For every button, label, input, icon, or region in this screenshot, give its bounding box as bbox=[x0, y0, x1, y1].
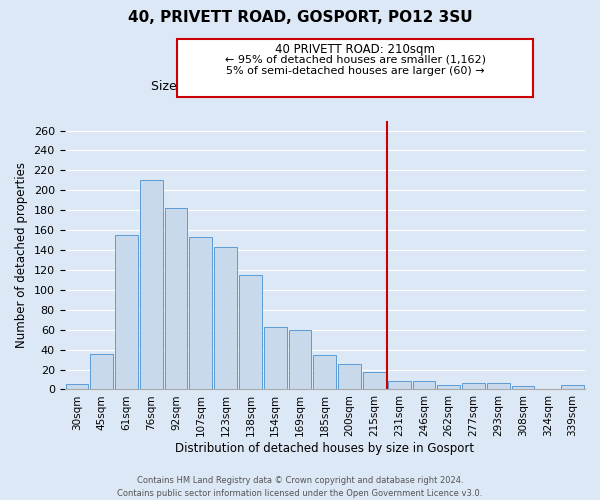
Bar bbox=[190, 237, 212, 390]
Bar bbox=[487, 384, 509, 390]
Bar bbox=[561, 386, 584, 390]
Bar bbox=[413, 382, 436, 390]
Bar bbox=[363, 372, 386, 390]
Bar bbox=[91, 354, 113, 390]
Bar bbox=[214, 247, 237, 390]
Bar bbox=[313, 354, 336, 390]
Text: ← 95% of detached houses are smaller (1,162): ← 95% of detached houses are smaller (1,… bbox=[224, 55, 485, 65]
Text: 40, PRIVETT ROAD, GOSPORT, PO12 3SU: 40, PRIVETT ROAD, GOSPORT, PO12 3SU bbox=[128, 10, 472, 25]
Bar bbox=[388, 382, 410, 390]
Title: Size of property relative to detached houses in Gosport: Size of property relative to detached ho… bbox=[151, 80, 498, 93]
Text: 40 PRIVETT ROAD: 210sqm: 40 PRIVETT ROAD: 210sqm bbox=[275, 43, 435, 56]
Text: Contains HM Land Registry data © Crown copyright and database right 2024.
Contai: Contains HM Land Registry data © Crown c… bbox=[118, 476, 482, 498]
Bar bbox=[338, 364, 361, 390]
Bar bbox=[115, 235, 138, 390]
Text: 5% of semi-detached houses are larger (60) →: 5% of semi-detached houses are larger (6… bbox=[226, 66, 484, 76]
Bar bbox=[462, 384, 485, 390]
Bar bbox=[164, 208, 187, 390]
Bar bbox=[289, 330, 311, 390]
Bar bbox=[512, 386, 535, 390]
Y-axis label: Number of detached properties: Number of detached properties bbox=[15, 162, 28, 348]
Bar bbox=[264, 326, 287, 390]
Bar bbox=[65, 384, 88, 390]
Bar bbox=[239, 275, 262, 390]
Bar bbox=[140, 180, 163, 390]
Bar bbox=[437, 386, 460, 390]
X-axis label: Distribution of detached houses by size in Gosport: Distribution of detached houses by size … bbox=[175, 442, 475, 455]
